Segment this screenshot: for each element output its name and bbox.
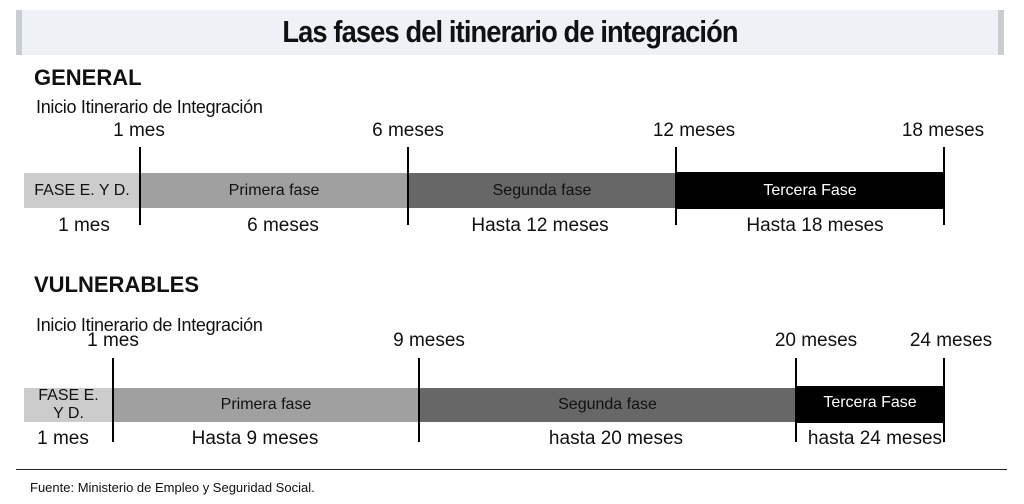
general-tick-label: 12 meses [652,120,736,141]
page-title: Las fases del itinerario de integración [282,14,738,49]
general-duration: Hasta 18 meses [746,215,884,236]
vulnerables-tick-label: 20 meses [774,330,858,351]
vulnerables-tick-label: 9 meses [393,330,465,351]
vulnerables-duration: hasta 24 meses [807,428,943,449]
general-tick-label: 1 mes [113,120,165,141]
vulnerables-tick-line [112,358,114,442]
vulnerables-tick-label: 24 meses [909,330,993,351]
vulnerables-phase-fase-ey-d: FASE E. Y D. [24,387,113,422]
general-tick-line [675,147,677,225]
source-footer: Fuente: Ministerio de Empleo y Seguridad… [30,480,315,495]
vulnerables-phase-segunda: Segunda fase [419,388,796,422]
vulnerables-phase-tercera: Tercera Fase [796,386,944,423]
general-tick-label: 6 meses [372,120,444,141]
vulnerables-duration: hasta 20 meses [548,428,684,449]
vulnerables-duration: 1 mes [37,428,89,449]
vulnerables-subtitle: Inicio Itinerario de Integración [36,315,263,335]
general-duration: 1 mes [58,215,110,236]
vulnerables-tick-line [418,358,420,442]
vulnerables-duration: Hasta 9 meses [191,428,319,449]
general-tick-line [943,147,945,225]
vulnerables-tick-line [795,358,797,442]
vulnerables-tick-line [943,358,945,442]
general-heading: GENERAL [34,65,142,90]
general-phase-tercera: Tercera Fase [676,172,944,209]
divider [16,469,1007,470]
general-subtitle: Inicio Itinerario de Integración [36,97,263,117]
general-duration: 6 meses [247,215,319,236]
general-tick-label: 18 meses [901,120,985,141]
vulnerables-heading: VULNERABLES [34,272,200,297]
general-phase-fase-ey-d: FASE E. Y D. [24,173,140,208]
title-bar: Las fases del itinerario de integración [16,10,1004,55]
general-tick-line [139,147,141,225]
general-phase-segunda: Segunda fase [408,173,676,208]
general-duration: Hasta 12 meses [471,215,609,236]
vulnerables-phase-primera: Primera fase [113,388,419,422]
vulnerables-tick-label: 1 mes [87,330,139,351]
general-tick-line [407,147,409,225]
general-phase-primera: Primera fase [140,173,408,208]
